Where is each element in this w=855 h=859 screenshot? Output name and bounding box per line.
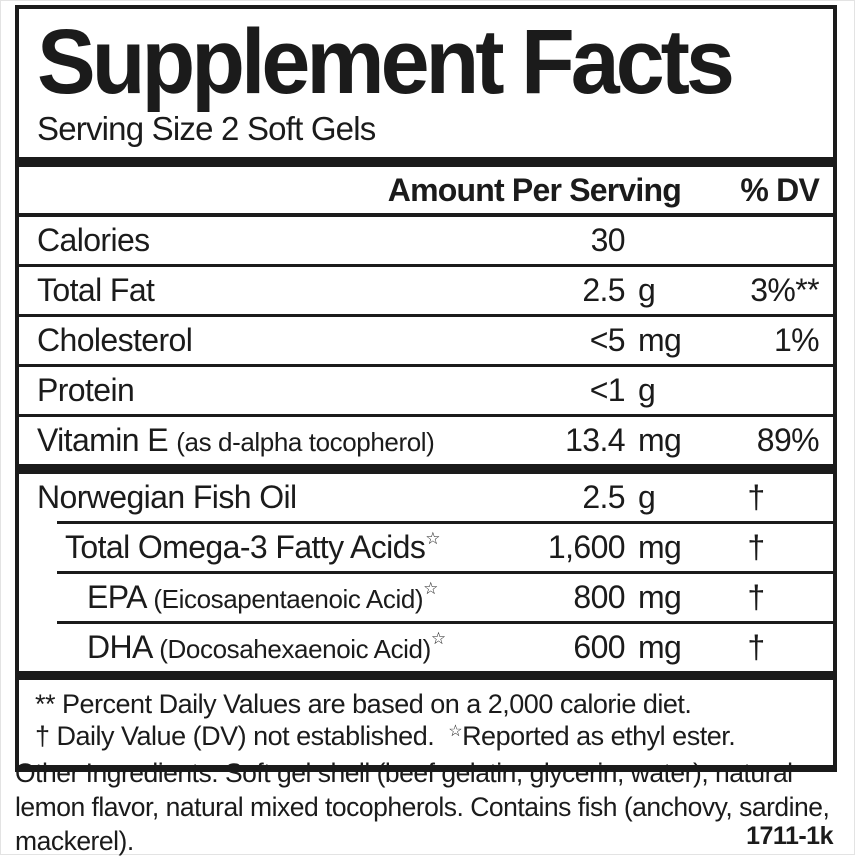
supplement-facts-panel: Supplement Facts Serving Size 2 Soft Gel… — [15, 5, 837, 772]
row-divider — [19, 414, 833, 418]
nutrient-row-omega-3: Total Omega-3 Fatty Acids☆ 1,600 mg † — [19, 524, 833, 571]
percent-dv-header: % DV — [740, 171, 819, 208]
nutrient-unit: g — [638, 372, 656, 409]
star-icon: ☆ — [425, 529, 441, 549]
nutrient-dv: † — [747, 479, 765, 516]
footnotes: ** Percent Daily Values are based on a 2… — [19, 680, 833, 765]
panel-header: Supplement Facts Serving Size 2 Soft Gel… — [19, 9, 833, 157]
divider-under-header — [19, 213, 833, 218]
nutrient-name: DHA (Docosahexaenoic Acid)☆ — [87, 629, 447, 666]
nutrient-amount: <1 — [589, 372, 626, 409]
nutrient-amount: 600 — [573, 629, 625, 666]
nutrient-dv: 1% — [773, 322, 820, 359]
nutrient-unit: mg — [638, 322, 682, 359]
nutrient-note: (as d-alpha tocopherol) — [176, 427, 435, 458]
divider-heavy-middle — [19, 464, 833, 475]
row-divider-indented — [57, 621, 833, 625]
nutrient-dv: † — [747, 579, 765, 616]
star-icon: ☆ — [423, 579, 439, 599]
nutrient-dv: 3%** — [750, 272, 819, 309]
row-divider — [19, 264, 833, 268]
serving-size: Serving Size 2 Soft Gels — [37, 109, 376, 147]
nutrient-dv: † — [747, 529, 765, 566]
nutrient-name: Vitamin E (as d-alpha tocopherol) — [37, 422, 435, 459]
star-icon: ☆ — [430, 629, 447, 649]
nutrient-amount: 2.5 — [582, 272, 625, 309]
nutrient-dv: 89% — [756, 422, 820, 459]
row-divider-indented — [57, 571, 833, 575]
row-divider — [19, 364, 833, 368]
nutrient-amount: 800 — [573, 579, 625, 616]
nutrient-amount: 1,600 — [547, 529, 626, 566]
nutrient-row-norwegian-fish-oil: Norwegian Fish Oil 2.5 g † — [19, 474, 833, 521]
nutrient-name: Protein — [37, 372, 135, 409]
footnote-daily-values: ** Percent Daily Values are based on a 2… — [35, 689, 692, 720]
star-icon: ☆ — [448, 723, 463, 741]
nutrient-row-total-fat: Total Fat 2.5 g 3%** — [19, 267, 833, 314]
nutrient-row-calories: Calories 30 — [19, 217, 833, 264]
nutrient-amount: 13.4 — [565, 422, 625, 459]
divider-heavy-top — [19, 157, 833, 168]
nutrient-name: Norwegian Fish Oil — [37, 479, 297, 516]
nutrient-amount: 2.5 — [582, 479, 625, 516]
nutrient-name: Calories — [37, 222, 150, 259]
nutrient-row-epa: EPA (Eicosapentaenoic Acid)☆ 800 mg † — [19, 574, 833, 621]
row-divider-indented — [57, 521, 833, 525]
nutrient-name: EPA (Eicosapentaenoic Acid)☆ — [87, 579, 439, 616]
amount-per-serving-header: Amount Per Serving — [387, 171, 682, 208]
column-header-row: Amount Per Serving % DV — [19, 167, 833, 213]
nutrient-note: (Docosahexaenoic Acid) — [159, 634, 431, 665]
other-ingredients-text: Other Ingredients: Soft gel shell (beef … — [15, 758, 830, 856]
row-divider — [19, 314, 833, 318]
nutrient-unit: g — [638, 272, 656, 309]
nutrient-amount: 30 — [590, 222, 626, 259]
nutrient-row-protein: Protein <1 g — [19, 367, 833, 414]
nutrient-row-vitamin-e: Vitamin E (as d-alpha tocopherol) 13.4 m… — [19, 417, 833, 464]
nutrient-name: Total Omega-3 Fatty Acids☆ — [65, 529, 441, 566]
nutrient-row-cholesterol: Cholesterol <5 mg 1% — [19, 317, 833, 364]
nutrient-dv: † — [747, 629, 765, 666]
nutrient-unit: mg — [638, 629, 682, 666]
page-title: Supplement Facts — [37, 9, 735, 113]
nutrient-name: Cholesterol — [37, 322, 193, 359]
nutrient-name: Total Fat — [37, 272, 155, 309]
nutrient-note: (Eicosapentaenoic Acid) — [153, 584, 424, 615]
nutrient-unit: mg — [638, 529, 682, 566]
batch-code: 1711-1k — [746, 822, 833, 850]
divider-heavy-bottom — [19, 671, 833, 681]
nutrient-unit: g — [638, 479, 656, 516]
nutrient-row-dha: DHA (Docosahexaenoic Acid)☆ 600 mg † — [19, 624, 833, 671]
nutrient-unit: mg — [638, 579, 682, 616]
nutrient-unit: mg — [638, 422, 682, 459]
footnote-dv-not-established: † Daily Value (DV) not established. ☆Repo… — [35, 721, 736, 752]
nutrient-amount: <5 — [589, 322, 626, 359]
